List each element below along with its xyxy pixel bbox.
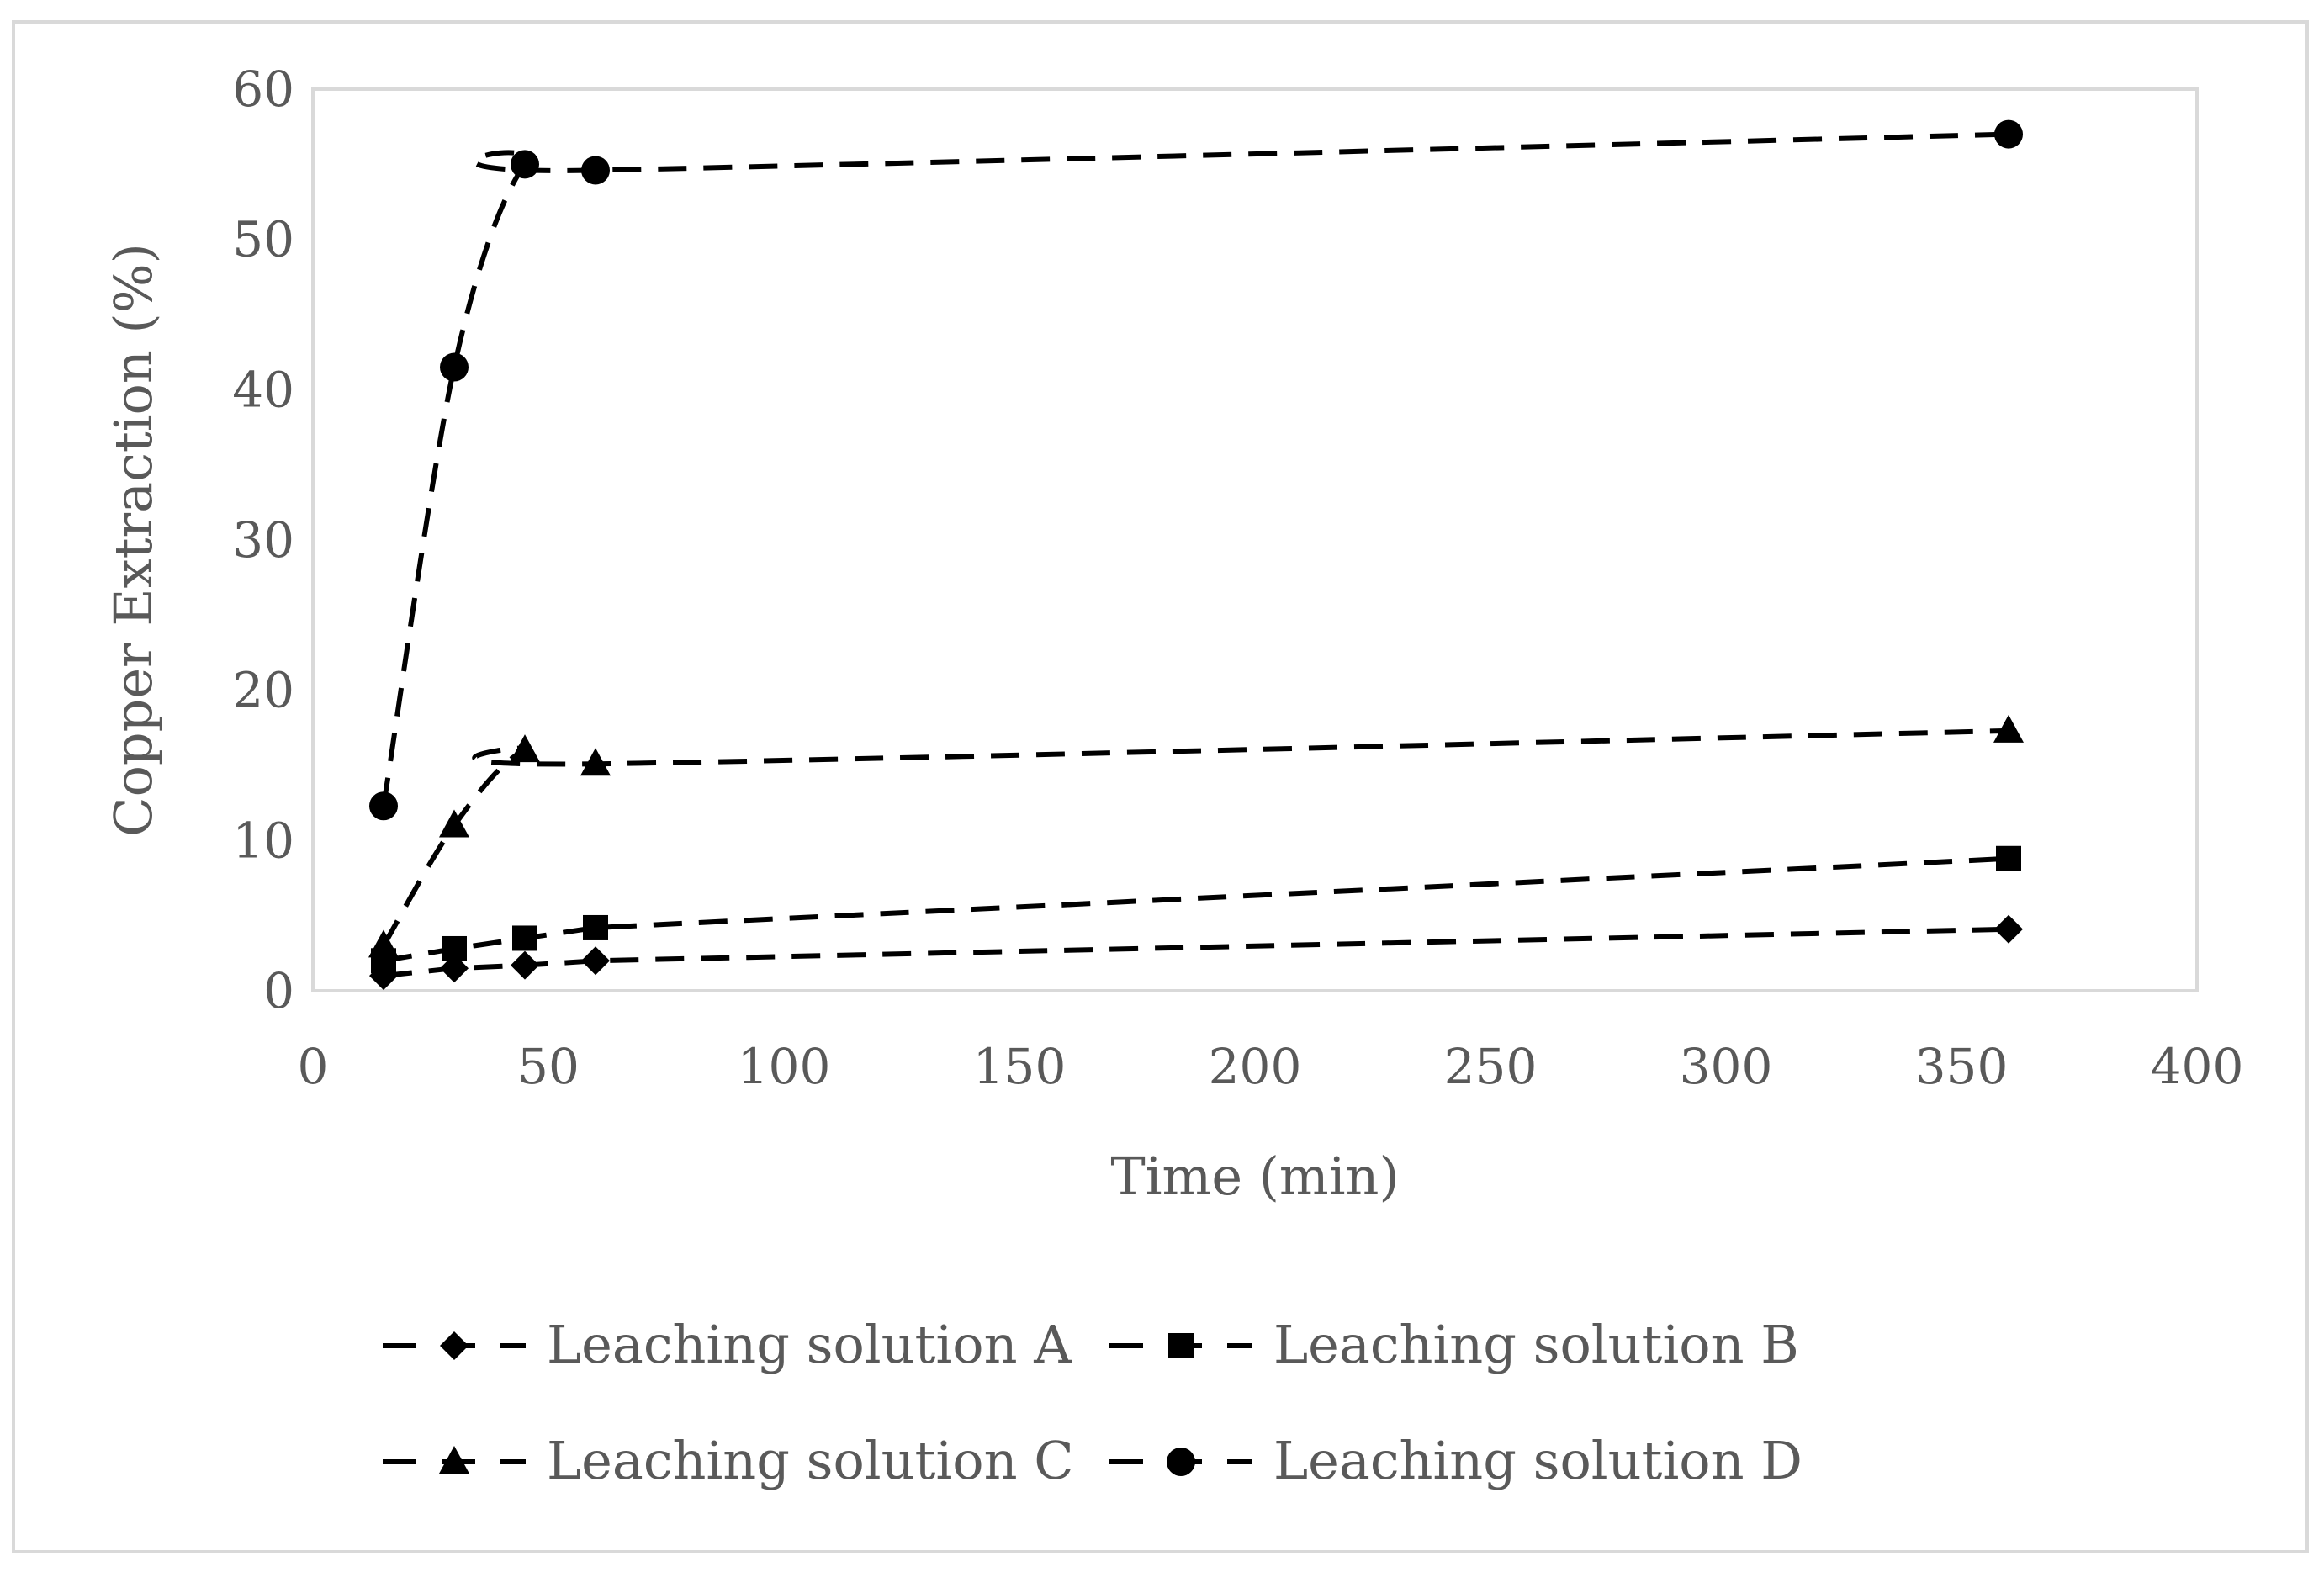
legend-label: Leaching solution A: [547, 1314, 1072, 1375]
legend-label: Leaching solution D: [1273, 1430, 1803, 1491]
data-point-marker: [581, 946, 610, 976]
legend: Leaching solution A Leaching solution B Le…: [383, 1314, 1803, 1491]
series-line: [383, 855, 2009, 964]
data-point-marker: [511, 150, 539, 179]
data-point-marker: [440, 352, 469, 382]
x-tick-label: 350: [1915, 1038, 2009, 1095]
data-point-marker: [369, 791, 398, 821]
data-point-marker: [1996, 845, 2021, 871]
x-tick-label: 400: [2151, 1038, 2244, 1095]
series-b: [371, 845, 2021, 974]
x-axis-title: Time (min): [1110, 1146, 1399, 1207]
x-tick-label: 0: [298, 1038, 329, 1095]
plot-area: [311, 87, 2199, 992]
series-line: [381, 728, 2009, 947]
data-point-marker: [512, 925, 537, 951]
y-axis-title: Copper Extraction (%): [103, 243, 164, 837]
y-tick-label: 30: [232, 511, 294, 569]
x-tick-label: 150: [973, 1038, 1067, 1095]
x-axis-ticks: 0 50 100 150 200 250 300 350 400: [298, 1038, 2244, 1095]
data-point-marker: [368, 929, 399, 958]
legend-marker: [440, 1331, 469, 1360]
y-tick-label: 0: [263, 962, 294, 1019]
chart-frame: [12, 20, 2309, 1553]
x-tick-label: 250: [1444, 1038, 1538, 1095]
y-tick-label: 60: [232, 61, 294, 118]
data-point-marker: [1994, 119, 2023, 149]
series-layer: [368, 119, 2024, 991]
legend-marker: [1167, 1448, 1195, 1476]
legend-item: Leaching solution B: [1109, 1314, 1799, 1375]
data-point-marker: [1993, 714, 2024, 743]
series-d: [369, 119, 2023, 821]
series-a: [369, 914, 2023, 991]
x-tick-label: 200: [1209, 1038, 1302, 1095]
data-point-marker: [439, 809, 469, 838]
series-line: [381, 131, 2009, 807]
data-point-marker: [510, 734, 540, 763]
legend-marker: [439, 1446, 469, 1474]
y-tick-label: 20: [232, 662, 294, 719]
series-line: [383, 926, 2009, 979]
x-tick-label: 100: [738, 1038, 831, 1095]
data-point-marker: [511, 950, 539, 980]
legend-item: Leaching solution C: [383, 1430, 1074, 1491]
x-tick-label: 300: [1680, 1038, 1773, 1095]
legend-label: Leaching solution B: [1273, 1314, 1799, 1375]
legend-item: Leaching solution A: [383, 1314, 1072, 1375]
legend-marker: [1168, 1333, 1194, 1358]
data-point-marker: [580, 748, 611, 776]
y-tick-label: 10: [232, 812, 294, 869]
legend-label: Leaching solution C: [547, 1430, 1074, 1491]
y-tick-label: 50: [232, 211, 294, 268]
y-tick-label: 40: [232, 361, 294, 418]
data-point-marker: [581, 156, 610, 185]
x-tick-label: 50: [517, 1038, 580, 1095]
y-axis-ticks: 0 10 20 30 40 50 60: [232, 61, 294, 1019]
data-point-marker: [1994, 914, 2023, 944]
data-point-marker: [442, 935, 467, 961]
data-point-marker: [583, 914, 608, 940]
legend-item: Leaching solution D: [1109, 1430, 1803, 1491]
series-c: [368, 714, 2024, 958]
